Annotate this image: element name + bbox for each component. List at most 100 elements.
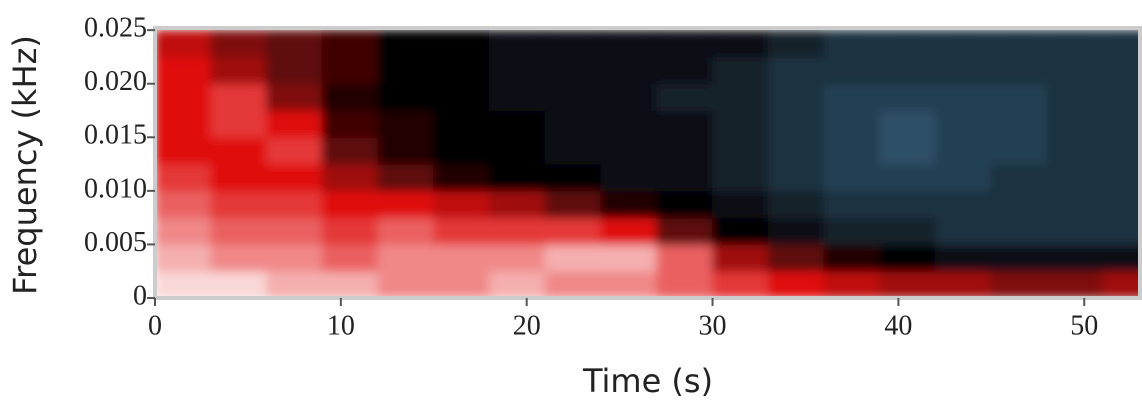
cell bbox=[155, 56, 212, 85]
cell bbox=[210, 190, 268, 219]
cell bbox=[489, 163, 546, 192]
cell bbox=[935, 243, 992, 272]
cell bbox=[767, 83, 825, 111]
cell bbox=[266, 190, 323, 219]
cell bbox=[210, 243, 268, 272]
x-tick-label: 30 bbox=[699, 310, 727, 341]
plot-frame bbox=[153, 26, 1142, 300]
cell bbox=[712, 110, 769, 138]
cell bbox=[155, 110, 212, 138]
cell bbox=[433, 270, 491, 298]
cell bbox=[1046, 163, 1104, 192]
cell bbox=[712, 83, 769, 111]
cell bbox=[377, 56, 435, 85]
cell bbox=[823, 163, 881, 192]
y-tick-label: 0.025 bbox=[84, 13, 147, 44]
cell bbox=[600, 29, 658, 58]
cell bbox=[377, 217, 435, 245]
cell bbox=[544, 190, 602, 219]
cell bbox=[433, 163, 491, 192]
cell bbox=[266, 163, 323, 192]
cell bbox=[489, 243, 546, 272]
cell bbox=[377, 190, 435, 219]
cell bbox=[1046, 110, 1104, 138]
x-tick-label: 40 bbox=[884, 310, 912, 341]
cell bbox=[433, 29, 491, 58]
cell bbox=[1102, 190, 1140, 219]
cell bbox=[935, 83, 992, 111]
cell bbox=[377, 270, 435, 298]
cell bbox=[823, 56, 881, 85]
cell bbox=[656, 110, 714, 138]
cell bbox=[489, 110, 546, 138]
cell bbox=[210, 56, 268, 85]
cell bbox=[155, 190, 212, 219]
cell bbox=[155, 163, 212, 192]
cell bbox=[321, 56, 379, 85]
cell bbox=[210, 163, 268, 192]
cell bbox=[155, 83, 212, 111]
cell bbox=[1102, 56, 1140, 85]
cell bbox=[767, 163, 825, 192]
cell bbox=[823, 83, 881, 111]
cell bbox=[656, 243, 714, 272]
cell bbox=[544, 56, 602, 85]
cell bbox=[155, 270, 212, 298]
cell bbox=[767, 136, 825, 165]
cell bbox=[1102, 29, 1140, 58]
cell bbox=[266, 83, 323, 111]
cell bbox=[823, 136, 881, 165]
cell bbox=[433, 110, 491, 138]
cell bbox=[935, 163, 992, 192]
cell bbox=[990, 56, 1048, 85]
cell bbox=[266, 136, 323, 165]
cell bbox=[712, 190, 769, 219]
cell bbox=[712, 243, 769, 272]
cell bbox=[377, 136, 435, 165]
cell bbox=[879, 56, 937, 85]
cell bbox=[879, 136, 937, 165]
cell bbox=[321, 217, 379, 245]
cell bbox=[823, 217, 881, 245]
cell bbox=[1046, 243, 1104, 272]
cell bbox=[155, 29, 212, 58]
x-tick-label: 50 bbox=[1070, 310, 1098, 341]
x-tick-label: 0 bbox=[148, 310, 162, 341]
cell bbox=[433, 136, 491, 165]
y-axis-label: Frequency (kHz) bbox=[6, 35, 44, 295]
cell bbox=[656, 29, 714, 58]
cell bbox=[656, 217, 714, 245]
cell bbox=[600, 56, 658, 85]
x-tick-label: 20 bbox=[513, 310, 541, 341]
cell bbox=[656, 136, 714, 165]
cell bbox=[935, 110, 992, 138]
cell bbox=[210, 83, 268, 111]
cell bbox=[489, 190, 546, 219]
cell bbox=[600, 83, 658, 111]
cell bbox=[935, 217, 992, 245]
y-tick-label: 0.015 bbox=[84, 120, 147, 151]
cell bbox=[712, 270, 769, 298]
cell bbox=[823, 270, 881, 298]
y-tick-label: 0 bbox=[133, 280, 147, 311]
cell bbox=[1102, 243, 1140, 272]
cell bbox=[600, 190, 658, 219]
cell bbox=[990, 83, 1048, 111]
cell bbox=[879, 243, 937, 272]
cell bbox=[712, 163, 769, 192]
cell bbox=[544, 270, 602, 298]
cell bbox=[544, 136, 602, 165]
cell bbox=[600, 270, 658, 298]
cell bbox=[767, 190, 825, 219]
cell bbox=[767, 243, 825, 272]
cell bbox=[1046, 56, 1104, 85]
cell bbox=[767, 270, 825, 298]
cell bbox=[823, 29, 881, 58]
cell bbox=[377, 29, 435, 58]
cell bbox=[321, 190, 379, 219]
cell bbox=[1046, 190, 1104, 219]
cell bbox=[266, 217, 323, 245]
cell bbox=[712, 56, 769, 85]
cell bbox=[935, 136, 992, 165]
cell bbox=[266, 56, 323, 85]
